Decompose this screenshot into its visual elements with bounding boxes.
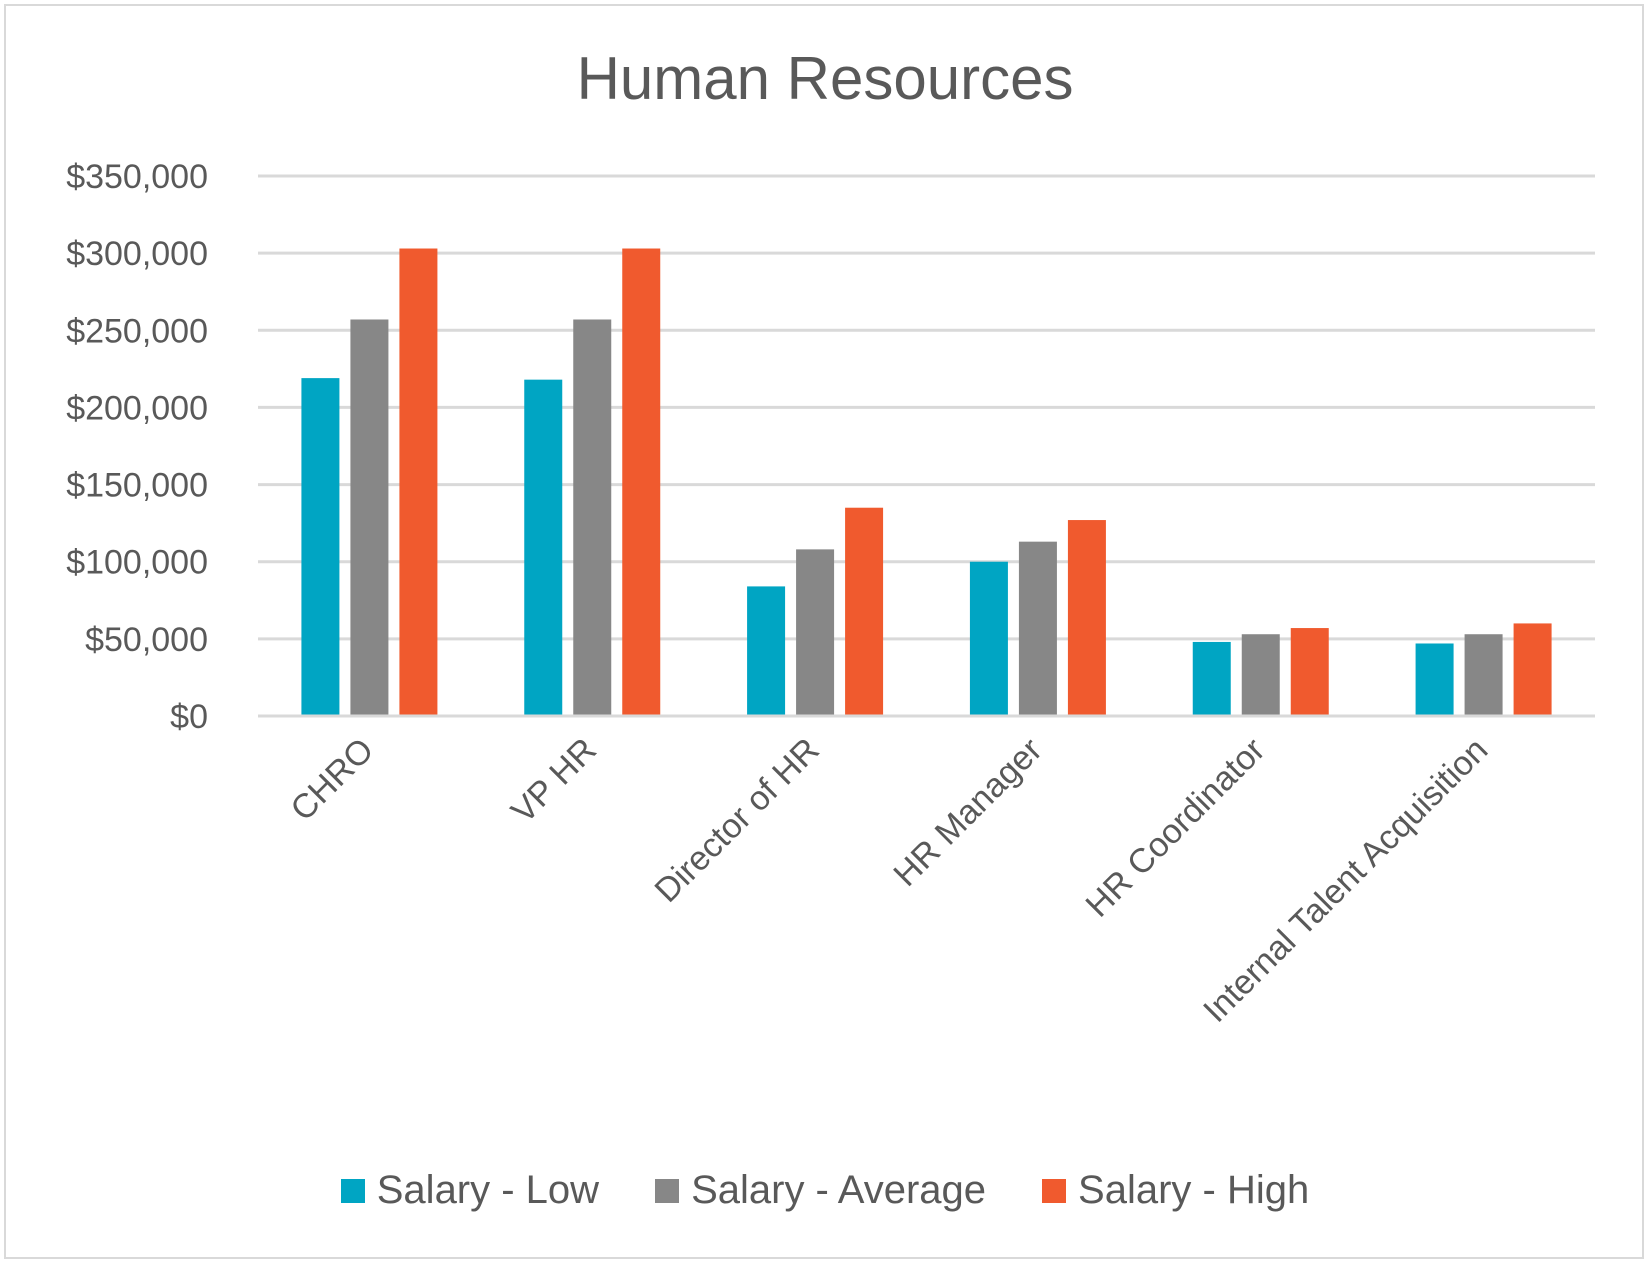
bar-average [350, 319, 389, 716]
x-tick-label: VP HR [504, 731, 604, 831]
legend-label-low: Salary - Low [376, 1168, 600, 1212]
y-tick-label: $0 [170, 698, 208, 736]
chart-legend: Salary - Low Salary - Average Salary - H… [0, 1168, 1650, 1213]
bar-low [1192, 641, 1231, 716]
legend-item-low: Salary - Low [340, 1168, 600, 1213]
legend-swatch-high [1042, 1178, 1067, 1203]
bar-low [747, 586, 786, 716]
x-tick-label: HR Coordinator [1079, 731, 1273, 925]
legend-item-high: Salary - High [1042, 1168, 1309, 1213]
bar-average [573, 319, 612, 716]
y-tick-label: $200,000 [66, 389, 208, 427]
y-tick-label: $100,000 [66, 544, 208, 582]
bar-high [399, 248, 438, 716]
y-tick-label: $350,000 [66, 158, 208, 196]
chart-title: Human Resources [576, 45, 1074, 112]
bar-low [524, 379, 563, 716]
bar-low [969, 561, 1008, 716]
legend-item-average: Salary - Average [655, 1168, 986, 1213]
y-tick-label: $150,000 [66, 467, 208, 505]
bar-high [845, 507, 884, 716]
y-tick-label: $250,000 [66, 312, 208, 350]
legend-label-average: Salary - Average [691, 1168, 987, 1212]
x-tick-label: Director of HR [648, 731, 827, 910]
bar-high [1290, 628, 1329, 716]
legend-swatch-average [655, 1178, 680, 1203]
y-tick-label: $300,000 [66, 235, 208, 273]
bar-average [1241, 634, 1280, 716]
bar-high [1513, 623, 1552, 716]
bar-low [301, 378, 340, 716]
bar-high [622, 248, 661, 716]
x-tick-label: HR Manager [886, 731, 1049, 894]
y-tick-label: $50,000 [85, 621, 208, 659]
bar-average [796, 549, 835, 716]
bar-low [1415, 643, 1454, 716]
bar-average [1464, 634, 1503, 716]
legend-swatch-low [340, 1178, 365, 1203]
legend-label-high: Salary - High [1078, 1168, 1310, 1212]
bar-high [1067, 520, 1106, 716]
x-tick-label: CHRO [283, 731, 381, 829]
bar-average [1018, 541, 1057, 716]
